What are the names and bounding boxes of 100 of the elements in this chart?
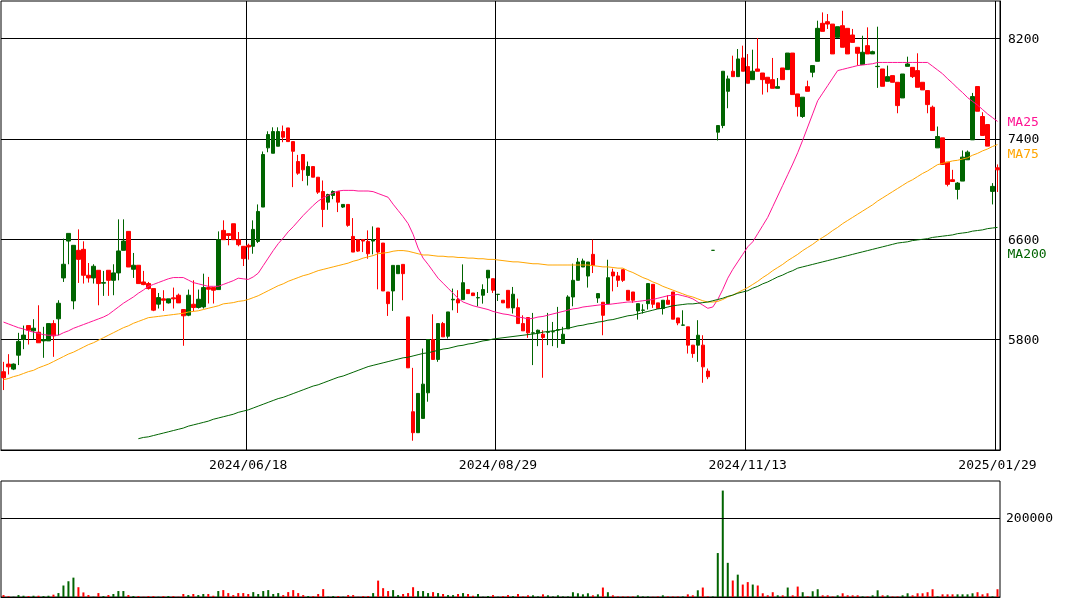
candlestick: [446, 311, 450, 339]
candlestick: [486, 269, 490, 294]
bar: [202, 594, 205, 597]
bar: [437, 593, 440, 597]
bar: [976, 592, 979, 597]
candlestick: [341, 203, 345, 209]
bar: [292, 590, 295, 597]
x-tick-label: 2024/06/18: [209, 457, 288, 472]
bar: [961, 594, 964, 597]
bar: [696, 590, 699, 597]
bar: [252, 592, 255, 597]
bar: [247, 594, 250, 597]
candlestick: [785, 52, 790, 71]
candlestick: [181, 309, 186, 347]
bar: [477, 594, 480, 597]
bar: [57, 593, 60, 597]
bar: [82, 592, 85, 597]
bar: [966, 594, 969, 597]
bar: [986, 593, 989, 597]
bar: [931, 589, 934, 597]
bar: [811, 591, 814, 597]
y-tick-label: 7400: [1008, 131, 1040, 147]
bar: [971, 593, 974, 597]
bar: [841, 593, 844, 597]
candlestick: [411, 367, 415, 442]
x-tick-label: 2025/01/29: [958, 457, 1037, 472]
y-tick-label: 6600: [1008, 231, 1040, 247]
candlestick: [56, 299, 61, 336]
candlestick: [835, 26, 840, 38]
bar: [996, 589, 999, 597]
candlestick: [815, 20, 820, 62]
candlestick: [556, 306, 560, 349]
candlestick: [26, 325, 31, 346]
bar: [741, 584, 744, 597]
candlestick: [156, 292, 161, 310]
bar: [816, 589, 819, 597]
bar: [596, 594, 599, 597]
candlestick: [51, 319, 56, 358]
candlestick: [91, 263, 96, 285]
y-tick-label: 8200: [1008, 31, 1040, 47]
bar: [262, 591, 265, 597]
line-series: [137, 226, 998, 440]
line-series: [3, 61, 998, 336]
bar: [382, 588, 385, 597]
bar: [771, 592, 774, 597]
bar: [407, 593, 410, 597]
bar: [926, 592, 929, 597]
bar: [422, 591, 425, 597]
candlestick: [126, 230, 131, 268]
candlestick: [166, 298, 171, 305]
candlestick: [855, 46, 860, 67]
candlestick: [21, 325, 26, 350]
candlestick: [261, 151, 265, 208]
bar: [182, 594, 185, 597]
candlestick: [496, 293, 500, 302]
x-tick-label: 2024/11/13: [708, 457, 787, 472]
bar: [921, 593, 924, 597]
candlestick: [905, 56, 910, 67]
candlestick: [661, 299, 665, 316]
bar: [761, 593, 764, 597]
candlestick: [481, 283, 485, 305]
candlestick: [860, 35, 865, 66]
bar: [317, 594, 320, 597]
candlestick: [406, 316, 410, 369]
bar: [941, 594, 944, 597]
candlestick: [31, 318, 36, 341]
bar: [457, 594, 460, 597]
candlestick: [736, 48, 740, 78]
candlestick: [96, 269, 101, 306]
candlestick: [875, 26, 880, 89]
bar: [731, 580, 734, 597]
bar: [701, 587, 704, 597]
bar: [392, 590, 395, 597]
candlestick: [61, 238, 66, 283]
y-tick-label: 5800: [1008, 332, 1040, 348]
candlestick: [511, 286, 515, 315]
candlestick: [36, 304, 41, 344]
bar: [257, 594, 260, 597]
candlestick: [461, 263, 465, 301]
candlestick: [191, 279, 196, 312]
bar: [287, 592, 290, 597]
text: 200000: [1006, 509, 1053, 525]
bar: [387, 591, 390, 597]
candlestick: [346, 203, 350, 228]
bar: [736, 574, 739, 597]
bar: [222, 590, 225, 597]
bar: [756, 585, 759, 597]
candlestick: [805, 80, 810, 92]
bar: [412, 587, 415, 597]
candlestick: [71, 244, 76, 310]
bar: [571, 592, 574, 597]
candlestick: [955, 181, 960, 200]
bar: [726, 562, 729, 597]
candlestick: [11, 362, 16, 371]
bar: [322, 589, 325, 597]
bar: [272, 594, 275, 597]
candlestick: [780, 67, 785, 81]
bar: [377, 580, 380, 597]
bar: [97, 593, 100, 597]
candlestick: [106, 269, 111, 297]
